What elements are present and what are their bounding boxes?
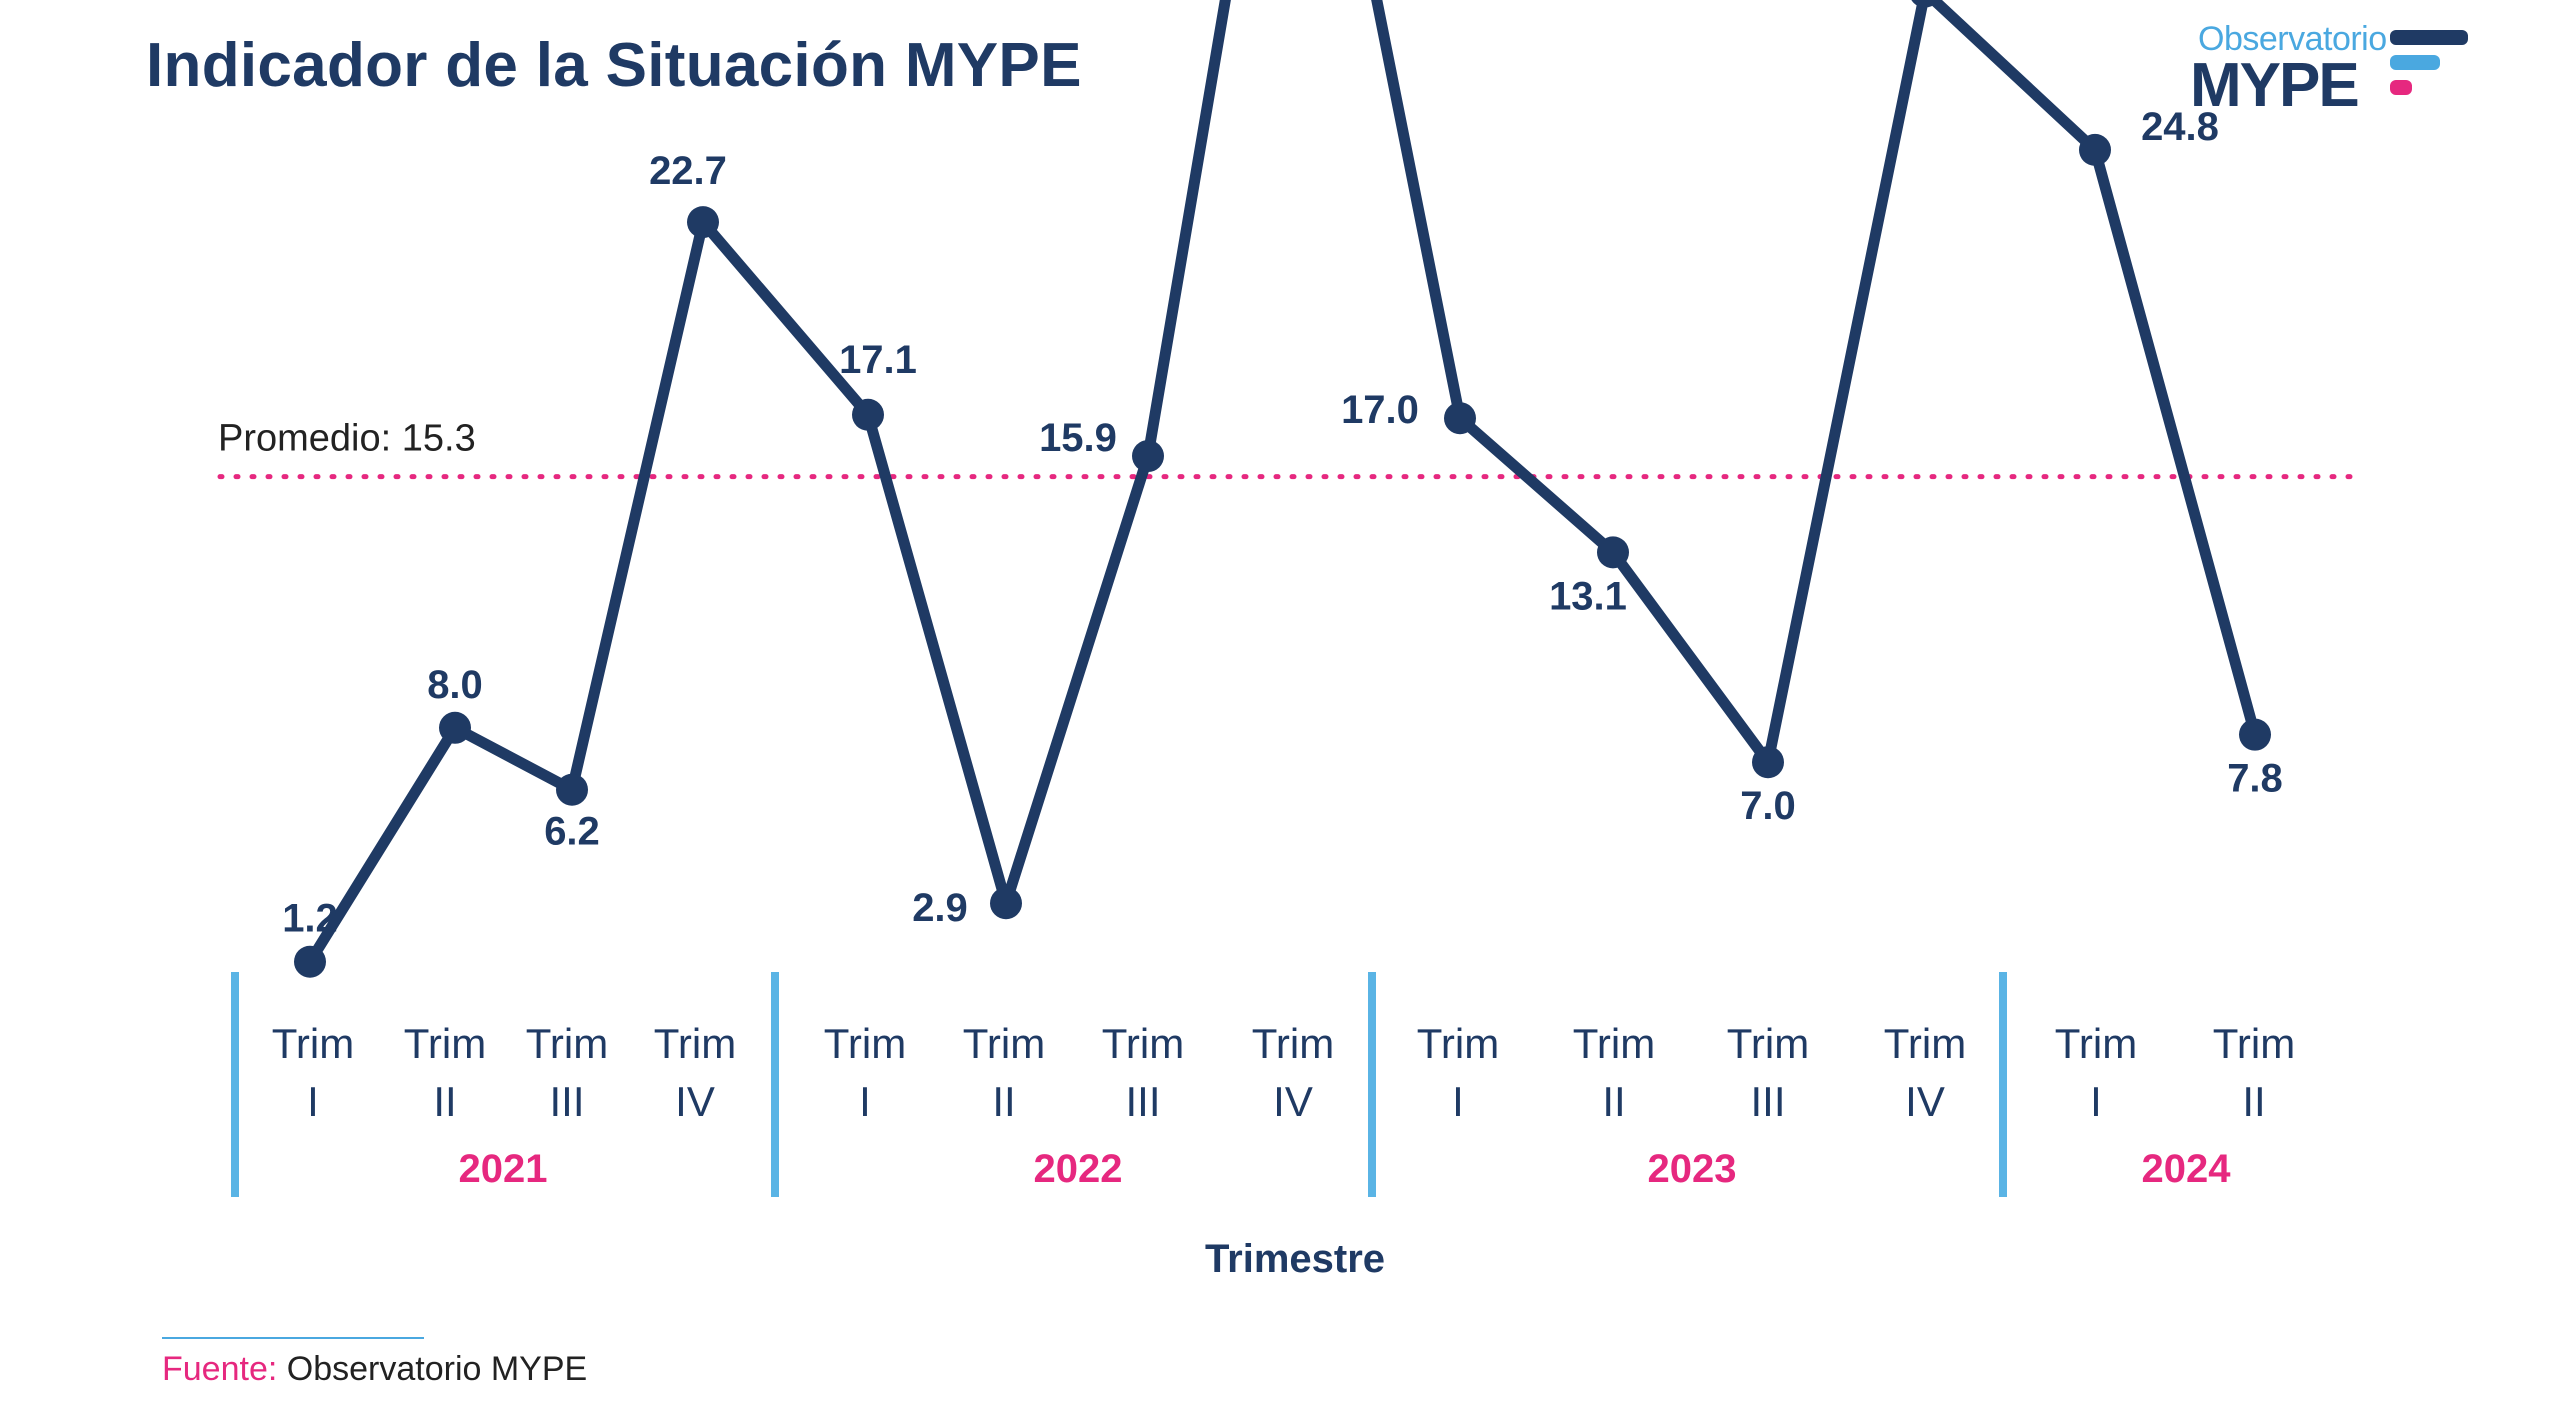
year-label: 2022 xyxy=(1034,1147,1123,1191)
data-point xyxy=(687,206,719,239)
quarter-label-numeral: IV xyxy=(1905,1078,1945,1125)
quarter-label-numeral: IV xyxy=(1273,1078,1313,1125)
quarter-label-numeral: II xyxy=(992,1078,1015,1125)
source-key: Fuente: xyxy=(162,1350,278,1388)
quarter-label-numeral: III xyxy=(549,1078,584,1125)
quarter-label-numeral: I xyxy=(307,1078,319,1125)
data-point xyxy=(852,398,884,431)
series-line-group xyxy=(304,0,2261,968)
quarter-label-trim: Trim xyxy=(2213,1020,2295,1067)
data-point xyxy=(556,773,588,806)
data-point xyxy=(990,887,1022,920)
quarter-label-numeral: IV xyxy=(675,1078,715,1125)
data-label: 6.2 xyxy=(544,810,600,854)
quarter-label-numeral: III xyxy=(1750,1078,1785,1125)
source-value: Observatorio MYPE xyxy=(286,1350,588,1388)
source-divider xyxy=(162,1337,424,1339)
quarter-label-trim: Trim xyxy=(1573,1020,1655,1067)
data-label: 17.0 xyxy=(1341,388,1419,432)
logo-bar-pink xyxy=(2390,80,2412,95)
year-separator xyxy=(771,972,779,1197)
logo-main-text: MYPE xyxy=(2190,51,2360,120)
quarter-label-numeral: I xyxy=(859,1078,871,1125)
quarter-label-trim: Trim xyxy=(963,1020,1045,1067)
logo-bar-navy xyxy=(2390,30,2468,45)
data-label: 7.0 xyxy=(1740,784,1796,828)
quarter-label-numeral: II xyxy=(2242,1078,2265,1125)
quarter-label-trim: Trim xyxy=(1252,1020,1334,1067)
data-point xyxy=(1911,0,1939,8)
x-axis-group: TrimITrimIITrimIIITrimIVTrimITrimIITrimI… xyxy=(231,972,2295,1281)
average-label: Promedio: 15.3 xyxy=(218,418,476,460)
data-point xyxy=(294,945,326,978)
year-separator xyxy=(231,972,239,1197)
year-separator xyxy=(1999,972,2007,1197)
quarter-label-trim: Trim xyxy=(2055,1020,2137,1067)
quarter-label-numeral: I xyxy=(1452,1078,1464,1125)
data-label: 22.7 xyxy=(649,149,727,193)
data-label: 17.1 xyxy=(839,338,917,382)
year-label: 2024 xyxy=(2142,1147,2232,1191)
data-point xyxy=(1752,746,1784,779)
quarter-label-trim: Trim xyxy=(1884,1020,1966,1067)
data-label: 15.9 xyxy=(1039,416,1117,460)
data-points-group xyxy=(294,0,2271,978)
series-line xyxy=(304,0,2261,968)
value-labels-group: 1.28.06.222.717.12.915.941.117.013.17.02… xyxy=(282,105,2283,941)
data-label: 13.1 xyxy=(1549,574,1627,618)
quarter-label-trim: Trim xyxy=(526,1020,608,1067)
quarter-label-numeral: I xyxy=(2090,1078,2102,1125)
data-point xyxy=(2239,718,2271,751)
quarter-label-trim: Trim xyxy=(1417,1020,1499,1067)
page-title: Indicador de la Situación MYPE xyxy=(146,31,1082,100)
year-label: 2021 xyxy=(459,1147,548,1191)
year-separator xyxy=(1368,972,1376,1197)
data-label: 8.0 xyxy=(427,663,483,707)
quarter-label-trim: Trim xyxy=(654,1020,736,1067)
quarter-label-trim: Trim xyxy=(272,1020,354,1067)
quarter-label-trim: Trim xyxy=(404,1020,486,1067)
average-group: Promedio: 15.3 xyxy=(217,418,2353,480)
data-point xyxy=(2079,133,2111,166)
quarter-label-numeral: II xyxy=(433,1078,456,1125)
observatorio-mype-logo: Observatorio MYPE xyxy=(2190,18,2468,120)
source-note: Fuente: Observatorio MYPE xyxy=(162,1350,587,1389)
data-label: 1.2 xyxy=(282,897,338,941)
data-point xyxy=(1444,402,1476,435)
logo-bar-blue xyxy=(2390,55,2440,70)
logo-top-text: Observatorio xyxy=(2198,20,2387,58)
data-point xyxy=(439,711,471,744)
quarter-label-numeral: II xyxy=(1602,1078,1625,1125)
data-label: 7.8 xyxy=(2227,757,2283,801)
data-label: 24.8 xyxy=(2141,105,2219,149)
data-label: 2.9 xyxy=(912,886,968,930)
x-axis-title: Trimestre xyxy=(1205,1237,1385,1281)
quarter-label-numeral: III xyxy=(1125,1078,1160,1125)
data-point xyxy=(1132,440,1164,473)
quarter-label-trim: Trim xyxy=(1102,1020,1184,1067)
quarter-label-trim: Trim xyxy=(1727,1020,1809,1067)
quarter-label-trim: Trim xyxy=(824,1020,906,1067)
data-point xyxy=(1597,536,1629,569)
year-label: 2023 xyxy=(1648,1147,1737,1191)
